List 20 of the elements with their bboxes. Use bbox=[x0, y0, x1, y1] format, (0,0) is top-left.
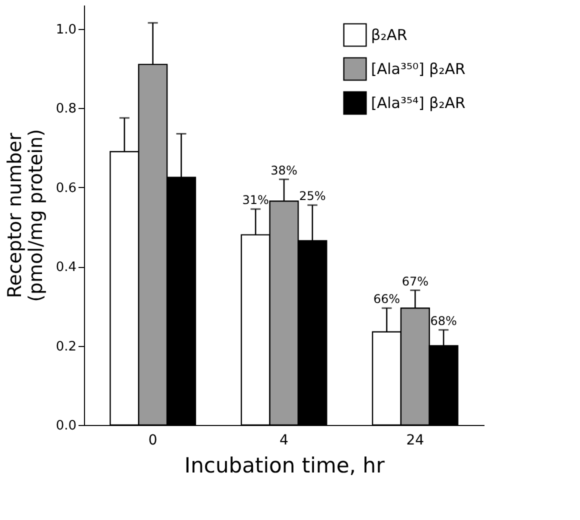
legend-label: [Ala³⁵⁰] β₂AR bbox=[371, 60, 466, 78]
y-tick-label: 0.8 bbox=[56, 102, 76, 117]
annotation: 31% bbox=[242, 193, 269, 208]
x-tick-label: 0 bbox=[148, 432, 158, 448]
legend-label: [Ala³⁵⁴] β₂AR bbox=[371, 94, 466, 112]
x-tick-label: 4 bbox=[280, 432, 289, 448]
annotation: 66% bbox=[373, 292, 400, 306]
annotation: 67% bbox=[402, 274, 428, 288]
legend-label: β₂AR bbox=[371, 26, 408, 44]
y-tick-label: 0.4 bbox=[56, 260, 76, 276]
annotation: 25% bbox=[299, 189, 326, 204]
y-tick-label: 1.0 bbox=[56, 22, 76, 38]
y-tick-label: 0.2 bbox=[56, 339, 76, 354]
x-tick-label: 24 bbox=[406, 432, 424, 448]
annotation: 38% bbox=[270, 163, 298, 178]
x-axis-title: Incubation time, hr bbox=[184, 454, 385, 478]
annotation: 68% bbox=[430, 314, 457, 328]
y-axis-title: Receptor number (pmol/mg protein) bbox=[4, 129, 47, 302]
y-tick-label: 0.0 bbox=[56, 418, 76, 434]
y-tick-label: 0.6 bbox=[56, 180, 76, 196]
